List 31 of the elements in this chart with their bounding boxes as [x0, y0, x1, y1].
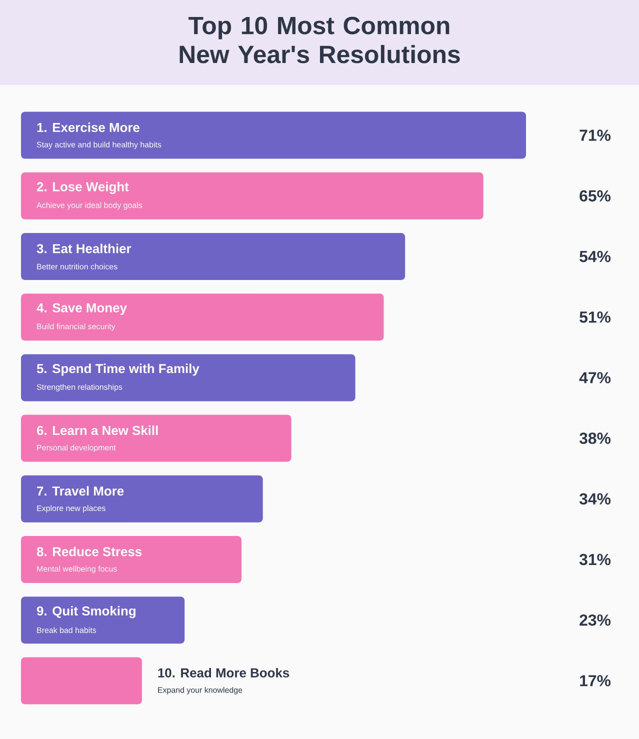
bar: [21, 112, 526, 159]
bar: [21, 414, 292, 462]
data-label: 47%: [579, 372, 611, 384]
bar: [21, 475, 263, 522]
data-label: 31%: [579, 554, 611, 566]
bar: [21, 232, 406, 280]
y-tick-label: 9. Quit Smoking: [36, 606, 136, 618]
y-tick-label: 8. Reduce Stress: [36, 546, 142, 556]
bar: [21, 172, 484, 220]
y-tick-label: 3. Eat Healthier: [36, 244, 132, 254]
y-tick-label: 5. Spend Time with Family: [36, 364, 200, 376]
data-label: 38%: [579, 432, 611, 444]
data-label: 65%: [580, 190, 611, 202]
data-label: 34%: [579, 493, 611, 505]
bar: [21, 294, 384, 341]
y-tick-label: 2. Lose Weight: [36, 182, 129, 194]
data-label: 51%: [580, 311, 611, 323]
bar: [21, 536, 242, 583]
bar: [21, 354, 356, 402]
data-label: 17%: [580, 675, 611, 686]
y-tick-label: 7. Travel More: [37, 486, 124, 496]
bar: [21, 596, 185, 644]
chart-title: Top 10 Most Common New Year's Resolutions: [180, 16, 460, 64]
y-tick-label: 10. Read More Books: [158, 668, 290, 678]
bar: [21, 657, 142, 704]
y-tick-label: 1. Exercise More: [37, 122, 140, 132]
data-label: 71%: [580, 130, 611, 141]
y-tick-label: 6. Learn a New Skill: [36, 426, 158, 436]
data-label: 23%: [580, 614, 611, 626]
data-label: 54%: [580, 250, 611, 262]
y-tick-label: 4. Save Money: [36, 303, 127, 315]
